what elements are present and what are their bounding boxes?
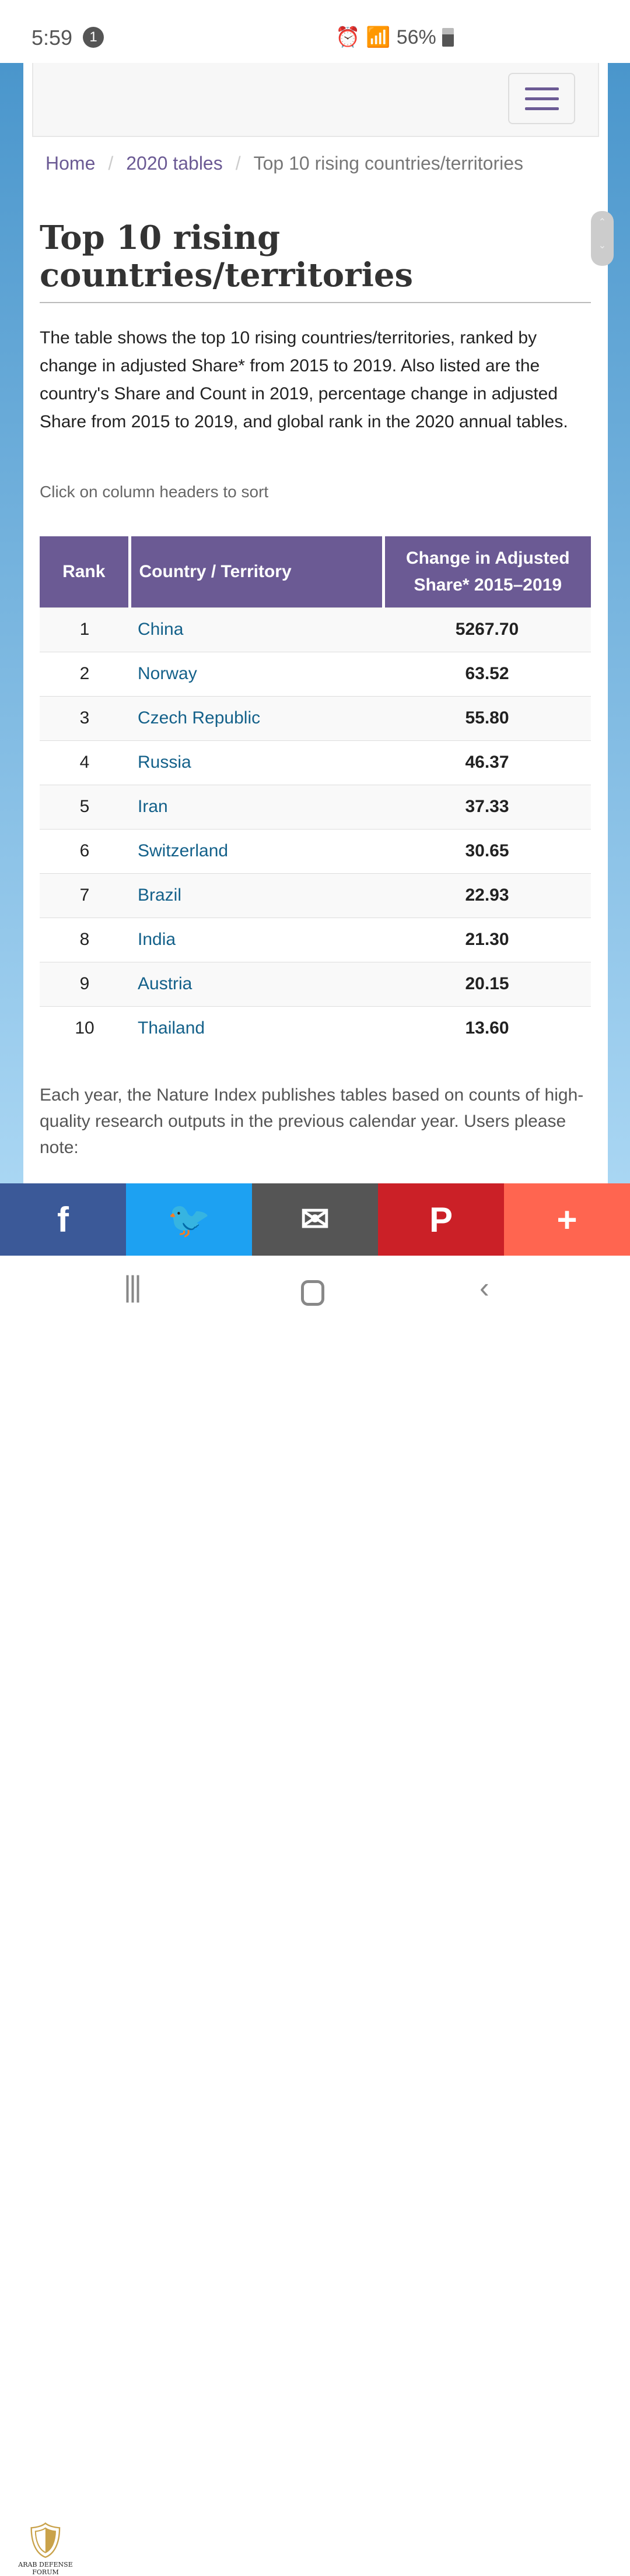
facebook-share-button[interactable]: f [0, 1183, 126, 1256]
rank-cell: 7 [40, 873, 130, 918]
wifi-icon: 📶 [366, 26, 391, 48]
facebook-icon: f [57, 1200, 69, 1239]
country-link[interactable]: Norway [130, 651, 383, 696]
breadcrumb-home[interactable]: Home [46, 153, 96, 174]
twitter-share-button[interactable]: 🐦 [126, 1183, 252, 1256]
more-share-button[interactable]: + [504, 1183, 630, 1256]
hamburger-icon [524, 87, 559, 90]
rising-countries-table: Rank Country / Territory Change in Adjus… [40, 536, 591, 1050]
change-value: 20.15 [383, 961, 591, 1006]
change-value: 63.52 [383, 651, 591, 696]
country-link[interactable]: Russia [130, 740, 383, 785]
twitter-icon: 🐦 [167, 1200, 211, 1239]
recent-apps-button[interactable]: ||| [124, 1270, 142, 1303]
table-row: 9 Austria 20.15 [40, 961, 591, 1006]
menu-button[interactable] [508, 73, 575, 124]
more-icon: + [556, 1200, 578, 1239]
email-share-button[interactable]: ✉ [252, 1183, 378, 1256]
table-row: 4 Russia 46.37 [40, 740, 591, 785]
page-background-left [0, 63, 23, 1183]
navbar [32, 63, 599, 137]
breadcrumb-current: Top 10 rising countries/territories [253, 153, 524, 174]
rank-cell: 2 [40, 651, 130, 696]
watermark-text: ARAB DEFENSE FORUM [18, 2561, 73, 2576]
change-value: 30.65 [383, 828, 591, 873]
breadcrumb-2020-tables[interactable]: 2020 tables [126, 153, 223, 174]
table-row: 8 India 21.30 [40, 917, 591, 962]
rank-cell: 4 [40, 740, 130, 785]
table-row: 1 China 5267.70 [40, 607, 591, 652]
breadcrumb: Home/2020 tables / Top 10 rising countries… [46, 153, 524, 174]
change-value: 22.93 [383, 873, 591, 918]
country-link[interactable]: India [130, 917, 383, 962]
country-link[interactable]: Thailand [130, 1006, 383, 1050]
change-value: 55.80 [383, 695, 591, 740]
clock: 5:59 [32, 26, 73, 50]
rank-cell: 1 [40, 607, 130, 652]
table-row: 5 Iran 37.33 [40, 784, 591, 829]
scroll-handle[interactable]: ⌃ ⌄ [591, 211, 614, 266]
footer-text: Each year, the Nature Index publishes ta… [40, 1085, 584, 1157]
country-link[interactable]: Austria [130, 961, 383, 1006]
watermark-logo: 🛡 ARAB DEFENSE FORUM [18, 2520, 73, 2576]
column-header-change[interactable]: Change in Adjusted Share* 2015–2019 [382, 536, 591, 607]
country-link[interactable]: Czech Republic [130, 695, 383, 740]
sort-hint: Click on column headers to sort [40, 483, 269, 501]
country-link[interactable]: Switzerland [130, 828, 383, 873]
home-button[interactable] [301, 1280, 324, 1306]
rank-cell: 3 [40, 695, 130, 740]
pinterest-share-button[interactable]: P [378, 1183, 504, 1256]
status-icons: ⏰ 📶 56% [335, 26, 454, 49]
country-link[interactable]: Iran [130, 784, 383, 829]
system-nav-bar: 🛡 ARAB DEFENSE FORUM ||| ‹ [0, 1256, 630, 2576]
table-row: 3 Czech Republic 55.80 [40, 695, 591, 740]
pinterest-icon: P [429, 1200, 453, 1239]
page-title: Top 10 rising countries/territories [40, 219, 591, 303]
status-bar: 5:59 1 ⏰ 📶 56% [0, 0, 630, 63]
alarm-icon: ⏰ [335, 26, 360, 48]
table-row: 7 Brazil 22.93 [40, 873, 591, 918]
rank-cell: 6 [40, 828, 130, 873]
email-icon: ✉ [300, 1200, 330, 1239]
battery-icon [442, 28, 454, 47]
rank-cell: 9 [40, 961, 130, 1006]
change-value: 21.30 [383, 917, 591, 962]
intro-text: The table shows the top 10 rising countr… [40, 328, 568, 431]
back-button[interactable]: ‹ [480, 1271, 489, 1304]
change-value: 5267.70 [383, 607, 591, 652]
change-value: 46.37 [383, 740, 591, 785]
change-value: 37.33 [383, 784, 591, 829]
table-row: 2 Norway 63.52 [40, 651, 591, 696]
share-bar: f 🐦 ✉ P + [0, 1183, 630, 1256]
country-link[interactable]: China [130, 607, 383, 652]
change-value: 13.60 [383, 1006, 591, 1050]
table-row: 6 Switzerland 30.65 [40, 828, 591, 873]
rank-cell: 10 [40, 1006, 130, 1050]
column-header-country[interactable]: Country / Territory [128, 536, 383, 607]
table-row: 10 Thailand 13.60 [40, 1006, 591, 1050]
column-header-rank[interactable]: Rank [40, 536, 130, 607]
rank-cell: 8 [40, 917, 130, 962]
battery-text: 56% [396, 26, 436, 48]
rank-cell: 5 [40, 784, 130, 829]
notification-badge: 1 [83, 27, 104, 48]
country-link[interactable]: Brazil [130, 873, 383, 918]
